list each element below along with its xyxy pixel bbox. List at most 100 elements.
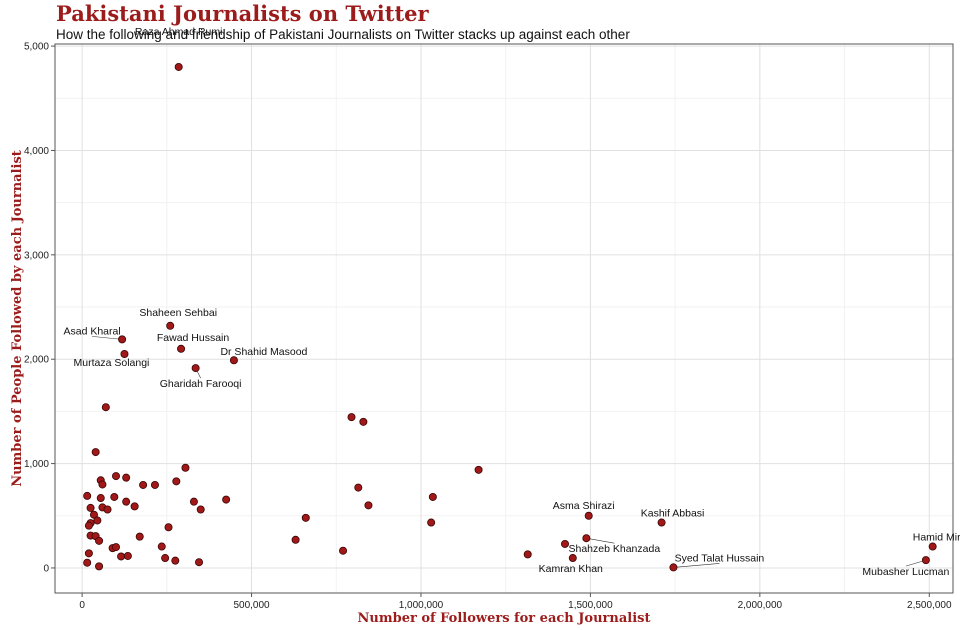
data-points [83,62,937,572]
data-point [195,558,204,567]
data-point [117,552,126,561]
point-label: Mubasher Lucman [862,566,949,578]
data-point [150,480,159,489]
data-point [427,518,436,527]
labeled-data-point [584,511,593,520]
point-label: Asma Shirazi [553,500,615,512]
plot-border [54,43,954,594]
data-point [83,558,92,567]
point-label: Raza Ahmad Rumi [135,26,223,38]
labeled-data-point [928,542,937,551]
data-point [196,505,205,514]
y-tick-label: 5,000 [24,42,49,53]
labeled-data-point [568,554,577,563]
minor-gridlines [55,44,953,593]
point-label: Dr Shahid Masood [220,346,307,358]
data-point [110,492,119,501]
y-tick-label: 0 [43,563,49,574]
data-point [523,550,532,559]
labeled-data-point [120,349,129,358]
data-point [122,497,131,506]
data-point [354,483,363,492]
x-tick-label: 1,500,000 [568,600,613,611]
data-point [560,539,569,548]
point-label: Asad Kharal [63,325,120,337]
point-label: Fawad Hussain [157,332,230,344]
x-tick-label: 2,500,000 [907,600,952,611]
point-label: Kashif Abbasi [641,508,705,520]
labeled-data-point [118,335,127,344]
data-point [291,535,300,544]
data-point [130,502,139,511]
point-label: Shaheen Sehbai [139,307,217,319]
major-gridlines [55,44,953,593]
x-tick-label: 500,000 [233,600,270,611]
data-point [83,491,92,500]
data-point [359,417,368,426]
labeled-data-point [229,356,238,365]
labeled-data-point [177,344,186,353]
point-labels: Raza Ahmad Rumi Shaheen Sehbai Asad Kharal… [63,26,960,578]
data-point [95,562,104,571]
plot-area [55,44,953,593]
data-point [84,521,93,530]
label-leader-line [92,336,123,340]
data-point [122,473,131,482]
data-point [189,497,198,506]
data-point [95,536,104,545]
data-point [428,492,437,501]
data-point [171,556,180,565]
chart-title: Pakistani Journalists on Twitter [56,1,429,26]
data-point [84,549,93,558]
data-point [135,532,144,541]
data-point [98,480,107,489]
labeled-data-point [191,364,200,373]
data-point [222,495,231,504]
y-axis-title: Number of People Followed by each Journa… [10,150,25,487]
data-point [157,542,166,551]
x-tick-label: 2,000,000 [738,600,783,611]
point-label: Hamid Mir [913,532,960,544]
point-label: Gharidah Farooqi [160,378,242,390]
label-leader-line [586,537,615,544]
data-point [101,403,110,412]
data-point [93,516,102,525]
y-tick-label: 4,000 [24,146,49,157]
data-point [96,494,105,503]
data-point [181,463,190,472]
data-point [89,510,98,519]
data-point [111,472,120,481]
y-tick-label: 3,000 [24,250,49,261]
y-axis: 0 1,000 2,000 3,000 4,000 5,000 [24,42,55,574]
data-point [364,501,373,510]
data-point [474,465,483,474]
point-label: Syed Talat Hussain [675,552,765,564]
data-point [86,503,95,512]
point-label: Murtaza Solangi [74,357,150,369]
data-point [139,480,148,489]
labeled-data-point [174,62,183,71]
data-point [339,546,348,555]
data-point [91,448,100,457]
label-leader-lines [92,336,926,568]
labeled-data-point [582,534,591,543]
y-tick-label: 2,000 [24,355,49,366]
point-label: Kamran Khan [539,563,603,575]
labeled-data-point [921,556,930,565]
data-point [111,543,120,552]
data-point [301,513,310,522]
data-point [103,505,112,514]
y-tick-label: 1,000 [24,459,49,470]
x-axis-title: Number of Followers for each Journalist [358,611,651,626]
data-point [161,554,170,563]
labeled-data-point [166,321,175,330]
labeled-data-point [657,518,666,527]
data-point [123,551,132,560]
data-point [164,523,173,532]
x-tick-label: 0 [79,600,85,611]
x-axis: 0 500,000 1,000,000 1,500,000 2,000,000 2,500… [79,593,952,611]
point-label: Shahzeb Khanzada [569,543,661,555]
labeled-data-point [669,563,678,572]
data-point [172,477,181,486]
